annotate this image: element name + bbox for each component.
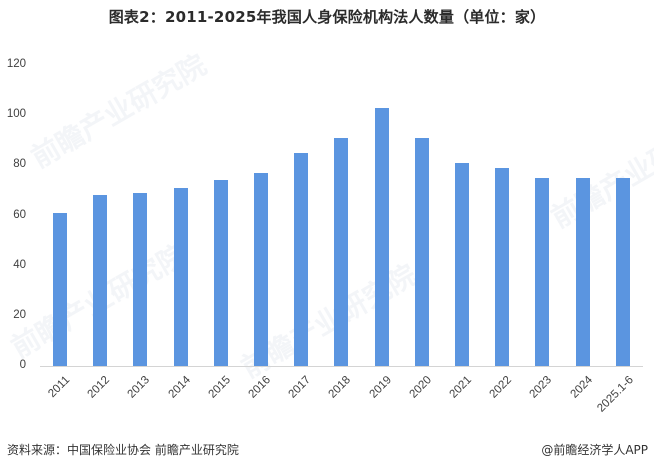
bar-2023 — [535, 177, 550, 366]
bar-2022 — [495, 167, 510, 366]
bar-2013 — [133, 192, 148, 366]
x-tick-label: 2020 — [407, 374, 434, 401]
watermark: 前瞻产业研究院 — [545, 108, 654, 235]
bar-2015 — [213, 180, 228, 366]
x-tick-label: 2012 — [85, 374, 113, 401]
bar-2012 — [93, 195, 108, 366]
x-tick-label: 2013 — [125, 374, 153, 401]
y-tick-label: 100 — [6, 108, 26, 121]
x-tick-label: 2019 — [367, 374, 394, 401]
x-tick-label: 2022 — [487, 374, 515, 401]
chart-title: 图表2：2011-2025年我国人身保险机构法人数量（单位：家） — [108, 8, 546, 26]
y-tick-label: 40 — [13, 258, 26, 271]
bar-2025.1-6 — [615, 177, 630, 366]
y-tick-label: 0 — [19, 359, 26, 371]
x-tick-label: 2017 — [286, 374, 314, 401]
bar-2020 — [414, 137, 429, 366]
x-tick-label: 2021 — [447, 374, 475, 401]
bar-2017 — [294, 152, 309, 366]
x-tick-label: 2025.1-6 — [595, 374, 636, 415]
bar-2021 — [455, 162, 469, 366]
bar-2018 — [334, 137, 349, 366]
credit-note: @前瞻经济学人APP — [541, 443, 648, 457]
x-axis-line — [40, 366, 643, 367]
watermark: 前瞻产业研究院 — [25, 48, 212, 175]
bar-2016 — [254, 172, 268, 366]
source-note: 资料来源：中国保险业协会 前瞻产业研究院 — [7, 443, 239, 457]
y-tick-label: 60 — [13, 208, 26, 221]
bar-2019 — [374, 107, 389, 366]
x-tick-label: 2014 — [166, 374, 193, 401]
x-tick-label: 2016 — [246, 374, 274, 401]
bar-2011 — [53, 212, 67, 366]
x-tick-label: 2011 — [46, 374, 73, 400]
x-tick-label: 2023 — [527, 374, 555, 401]
x-tick-label: 2024 — [568, 374, 595, 401]
x-tick-label: 2015 — [206, 374, 233, 401]
y-tick-label: 80 — [13, 158, 26, 171]
bar-2024 — [575, 177, 590, 366]
bar-2014 — [173, 187, 188, 366]
y-tick-label: 20 — [13, 308, 26, 321]
y-tick-label: 120 — [6, 58, 26, 70]
x-tick-label: 2018 — [326, 374, 354, 401]
